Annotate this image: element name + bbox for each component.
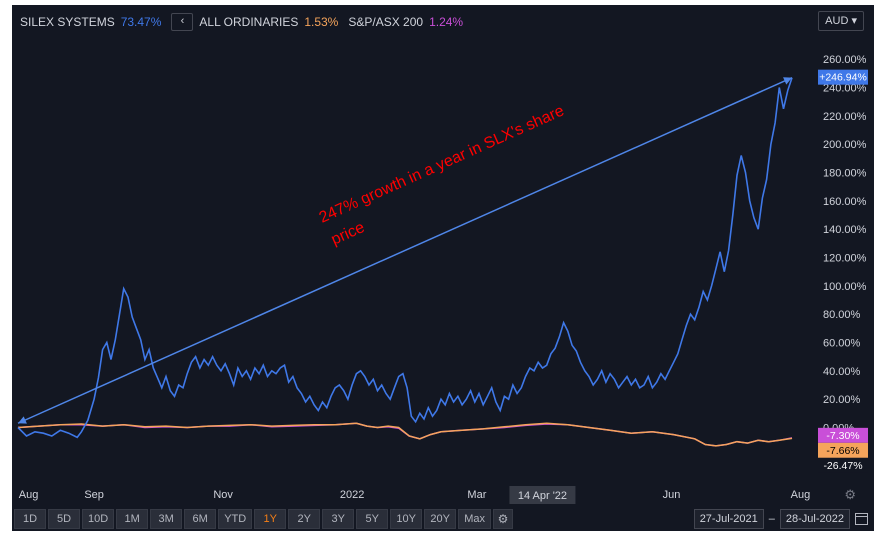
legend: SILEX SYSTEMS 73.47% ‹ ALL ORDINARIES 1.… <box>20 13 473 31</box>
legend-allords-value: 1.53% <box>304 15 339 29</box>
y-tick-label: 20.00% <box>823 394 861 406</box>
calendar-icon[interactable] <box>855 513 868 525</box>
x-tick-label: Mar <box>467 489 486 501</box>
annotation-line-1: 247% growth in a year in SLX's share <box>317 102 567 226</box>
range-button-2y[interactable]: 2Y <box>288 509 321 529</box>
y-tick-label: 120.00% <box>823 253 867 265</box>
range-button-1m[interactable]: 1M <box>116 509 149 529</box>
range-button-6m[interactable]: 6M <box>184 509 217 529</box>
end-label-allords-bg <box>818 442 868 458</box>
currency-dropdown[interactable]: AUD ▾ <box>818 11 864 31</box>
range-button-10d[interactable]: 10D <box>82 509 115 529</box>
end-label-silex: +246.94% <box>819 72 867 84</box>
x-tick-label: Nov <box>213 489 233 501</box>
x-tick-label: Jun <box>663 489 681 501</box>
end-label-allords: -7.66% <box>826 445 859 457</box>
trend-arrow-line <box>17 76 793 424</box>
range-button-ytd[interactable]: YTD <box>218 509 253 529</box>
date-range-start[interactable]: 27-Jul-2021 <box>693 509 764 529</box>
annotation-line-2: price <box>329 219 368 249</box>
y-tick-label: 80.00% <box>823 309 861 321</box>
crosshair-date-label: 14 Apr '22 <box>518 490 567 502</box>
chart-frame: 260.00% 240.00% 220.00% 200.00% 180.00% 160.0… <box>12 5 874 531</box>
end-label-asx200-bg <box>818 427 868 443</box>
legend-asx200-value: 1.24% <box>429 15 464 29</box>
y-tick-label: 220.00% <box>823 111 867 123</box>
x-tick-label: Aug <box>791 489 811 501</box>
y-tick-label: 140.00% <box>823 224 867 236</box>
date-range: 27-Jul-2021 – 28-Jul-2022 <box>693 509 868 529</box>
y-tick-label: 200.00% <box>823 139 867 151</box>
range-button-10y[interactable]: 10Y <box>390 509 423 529</box>
range-button-5y[interactable]: 5Y <box>356 509 389 529</box>
y-tick-label: 60.00% <box>823 338 861 350</box>
range-button-max[interactable]: Max <box>458 509 491 529</box>
range-button-5d[interactable]: 5D <box>48 509 80 529</box>
date-range-separator: – <box>768 513 775 525</box>
arrowhead-start-icon <box>18 416 27 424</box>
crosshair-date-box <box>509 486 576 504</box>
axis-label-extra: -26.47% <box>823 460 862 472</box>
x-tick-label: Sep <box>84 489 104 501</box>
y-tick-label: 180.00% <box>823 168 867 180</box>
legend-asx200-name[interactable]: S&P/ASX 200 <box>348 15 424 29</box>
y-tick-label: 100.00% <box>823 281 867 293</box>
collapse-legend-button[interactable]: ‹ <box>171 13 194 31</box>
legend-silex-name[interactable]: SILEX SYSTEMS <box>20 15 115 29</box>
range-button-3m[interactable]: 3M <box>150 509 183 529</box>
series-line-silex-systems <box>17 77 793 439</box>
axis-label-extra-bg <box>818 457 868 473</box>
date-range-end[interactable]: 28-Jul-2022 <box>779 509 850 529</box>
gear-icon[interactable]: ⚙ <box>492 509 513 529</box>
legend-silex-value: 73.47% <box>120 15 162 29</box>
range-button-20y[interactable]: 20Y <box>424 509 457 529</box>
y-tick-label: 40.00% <box>823 366 861 378</box>
y-tick-label: 260.00% <box>823 54 867 66</box>
currency-label: AUD <box>825 15 849 27</box>
range-button-1d[interactable]: 1D <box>14 509 46 529</box>
x-tick-label: 2022 <box>340 489 364 501</box>
chart-plot[interactable]: 260.00% 240.00% 220.00% 200.00% 180.00% 160.0… <box>12 5 874 531</box>
y-tick-label: 240.00% <box>823 83 867 95</box>
range-button-3y[interactable]: 3Y <box>322 509 355 529</box>
end-label-silex-bg <box>818 69 868 85</box>
legend-allords-name[interactable]: ALL ORDINARIES <box>199 15 299 29</box>
end-label-asx200: -7.30% <box>826 430 859 442</box>
series-line-all-ordinaries <box>17 422 793 447</box>
range-button-1y[interactable]: 1Y <box>254 509 287 529</box>
x-tick-label: Aug <box>19 489 39 501</box>
y-tick-label: 160.00% <box>823 196 867 208</box>
range-toolbar: 1D 5D 10D 1M 3M 6M YTD 1Y 2Y 3Y 5Y 10Y 20Y Max ⚙ <box>14 509 513 529</box>
chevron-down-icon: ▾ <box>851 15 857 27</box>
axis-settings-icon[interactable]: ⚙ <box>844 487 856 502</box>
arrowhead-end-icon <box>783 77 792 85</box>
